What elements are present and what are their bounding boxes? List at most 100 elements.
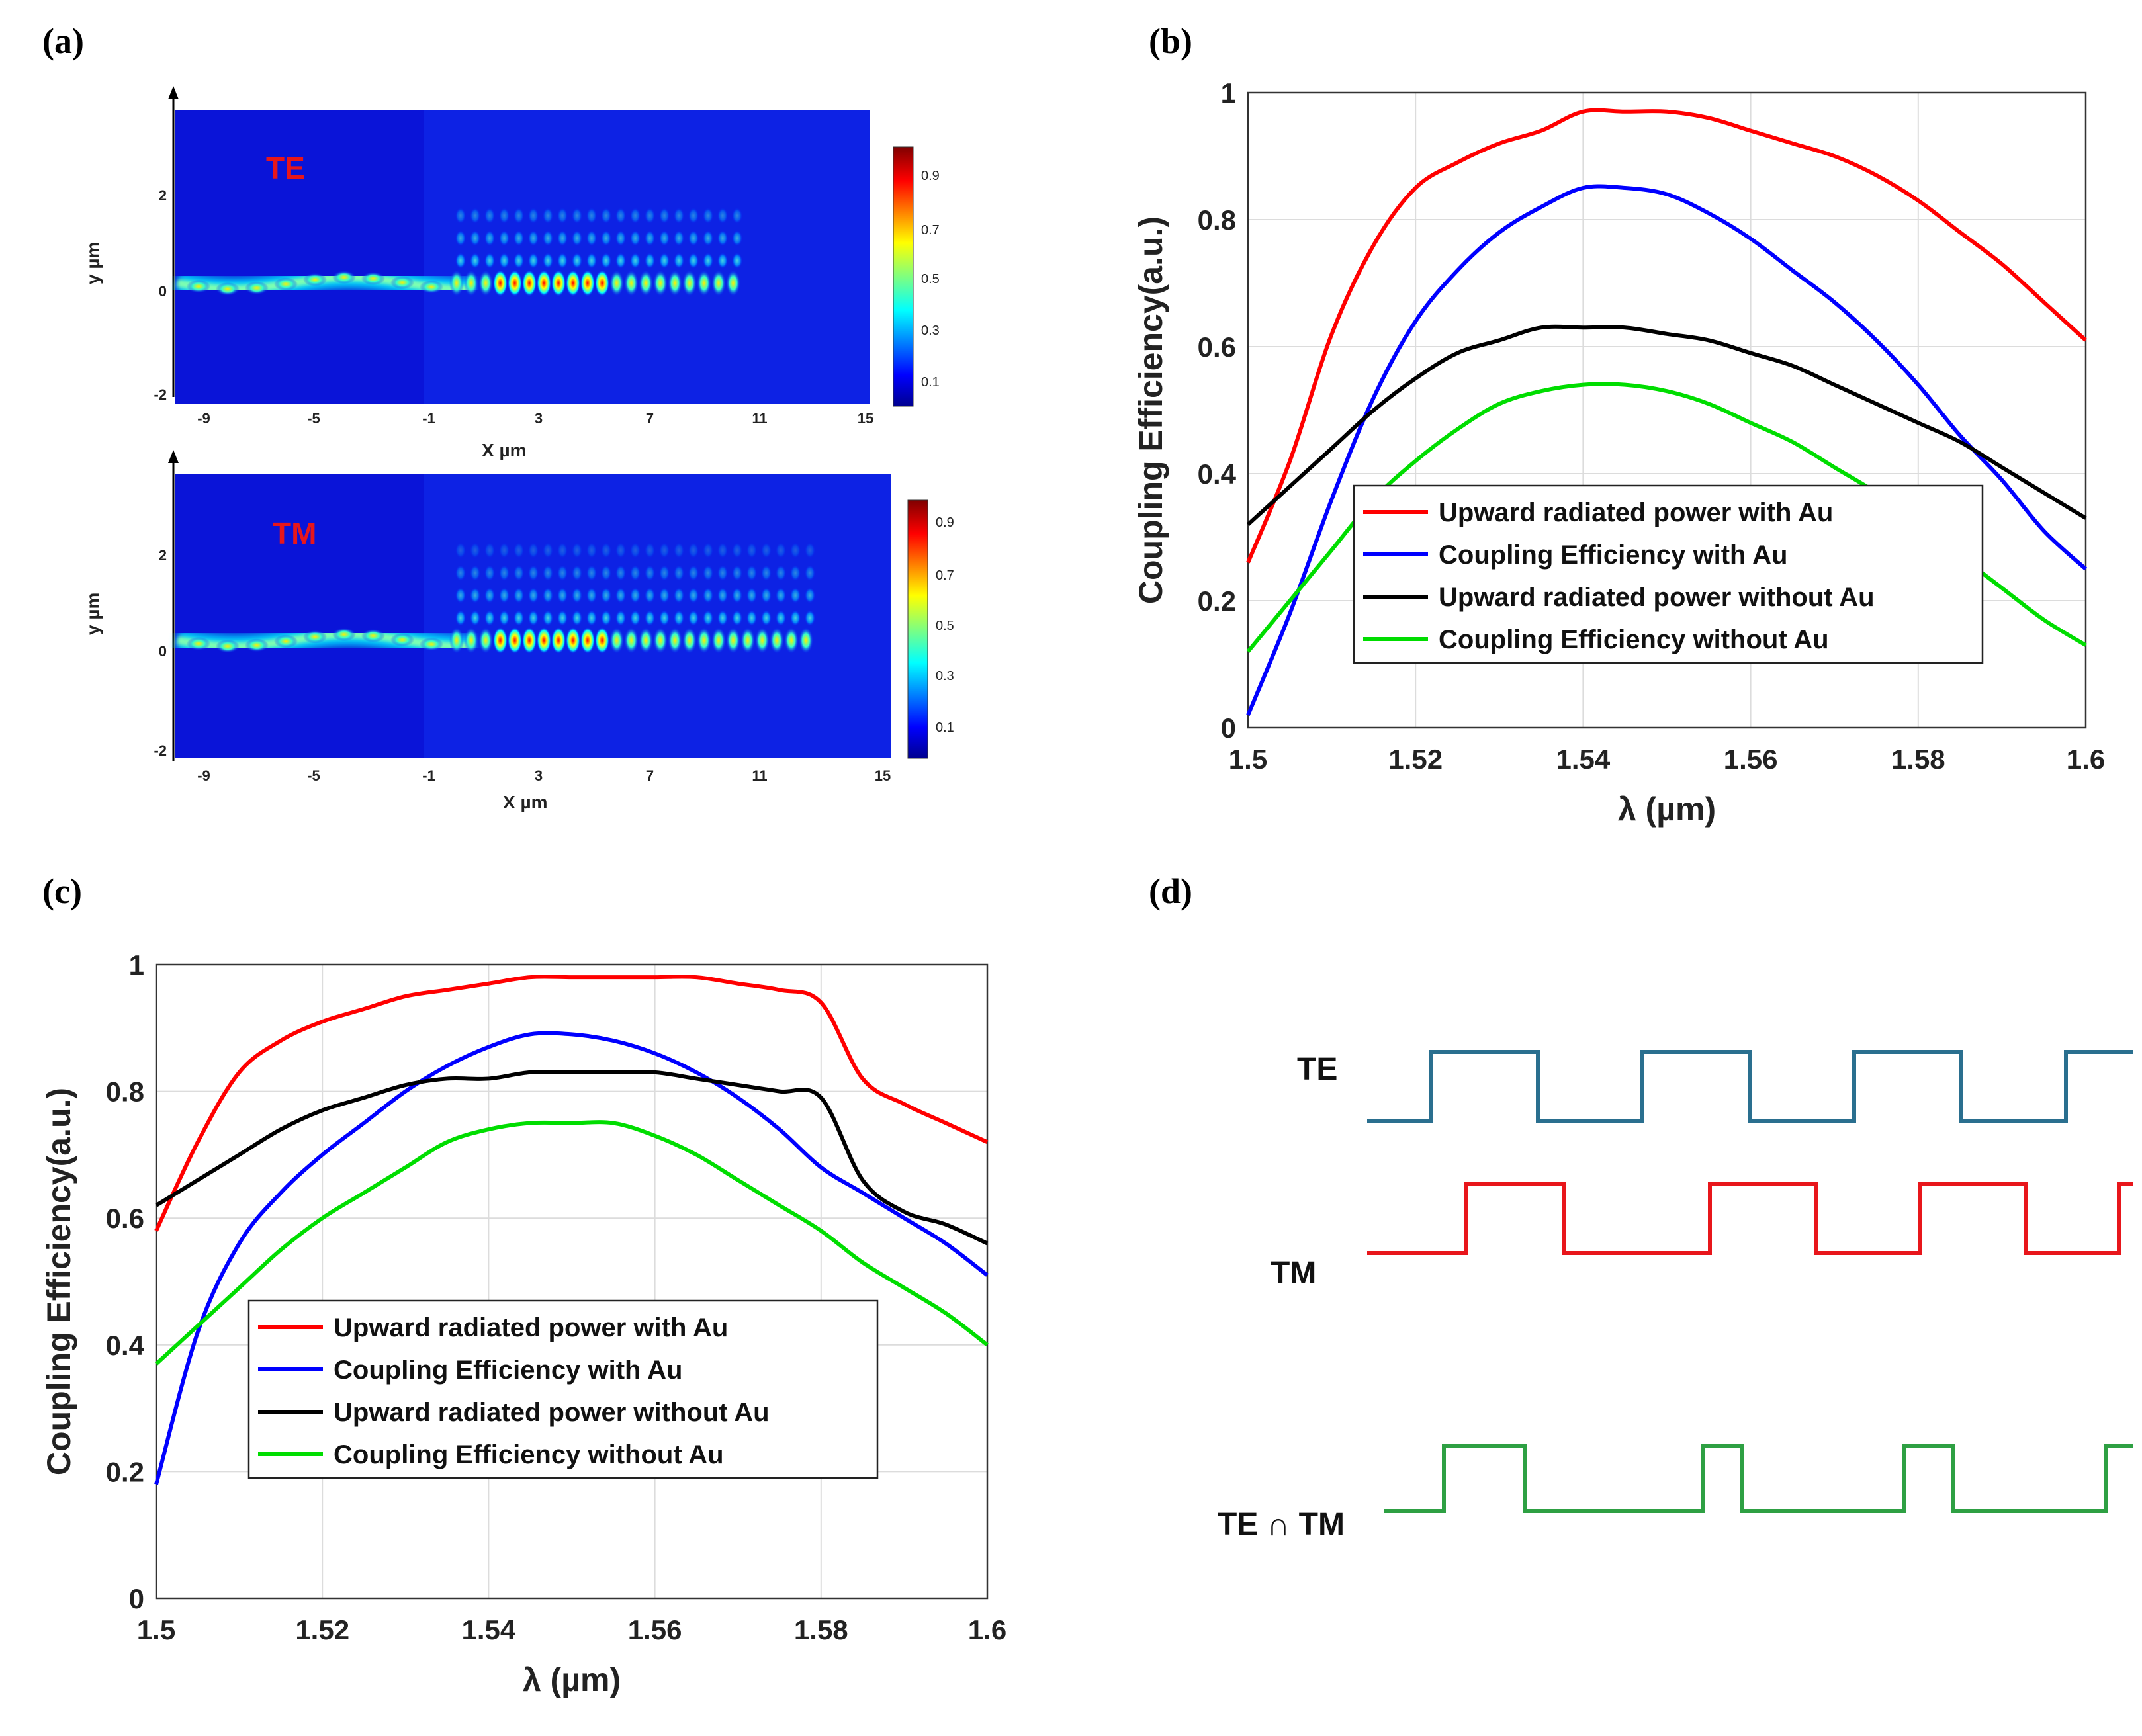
chart-c-x-axis-title: λ (µm) bbox=[523, 1661, 621, 1698]
te-radiated-spot bbox=[572, 230, 582, 246]
chart-b-x-tick-label: 1.52 bbox=[1388, 744, 1443, 775]
tm-radiated-spot bbox=[790, 610, 801, 626]
tm-radiated-spot bbox=[630, 565, 641, 581]
tm-x-ticks: -9 -5 -1 3 7 11 15 bbox=[197, 767, 891, 784]
te-field-marks bbox=[175, 208, 742, 301]
tm-radiated-spot bbox=[630, 610, 641, 626]
tm-radiated-spot bbox=[776, 565, 786, 581]
tm-x-tick-label: 3 bbox=[535, 767, 543, 784]
tm-grating-spot bbox=[784, 627, 799, 654]
te-grating-spot bbox=[624, 270, 639, 296]
te-guided-spot bbox=[420, 280, 443, 294]
te-grating-spot bbox=[653, 270, 668, 296]
te-x-tick-label: -5 bbox=[307, 410, 320, 427]
chart-c-x-tick-label: 1.6 bbox=[968, 1614, 1006, 1645]
te-radiated-spot bbox=[572, 208, 582, 224]
tm-radiated-spot bbox=[776, 610, 786, 626]
chart-c-y-axis-title: Coupling Efficiency(a.u.) bbox=[40, 1088, 77, 1475]
tm-radiated-spot bbox=[543, 610, 553, 626]
tm-radiated-spot bbox=[761, 542, 772, 558]
tm-radiated-spot bbox=[528, 587, 539, 603]
te-x-tick-label: 3 bbox=[535, 410, 543, 427]
tm-radiated-spot bbox=[615, 587, 626, 603]
te-radiated-spot bbox=[615, 253, 626, 269]
chart-b-y-axis-title: Coupling Efficiency(a.u.) bbox=[1132, 216, 1169, 604]
te-grating-spot bbox=[595, 270, 609, 296]
tm-radiated-spot bbox=[470, 587, 480, 603]
te-radiated-spot bbox=[455, 208, 466, 224]
chart-c-legend-entry: Coupling Efficiency with Au bbox=[334, 1356, 682, 1385]
tm-x-tick-label: 15 bbox=[875, 767, 891, 784]
te-grating-spot bbox=[522, 270, 537, 296]
tm-grating-spot bbox=[551, 627, 566, 654]
tm-radiated-spot bbox=[470, 565, 480, 581]
tm-colorbar-tick: 0.3 bbox=[936, 669, 954, 683]
te-colorbar bbox=[893, 146, 914, 407]
te-radiated-spot bbox=[674, 253, 684, 269]
tm-radiated-spot bbox=[717, 587, 728, 603]
tm-x-axis-label: X µm bbox=[503, 792, 547, 812]
te-y-tick-label: 2 bbox=[159, 187, 167, 204]
te-colorbar-tick: 0.3 bbox=[921, 324, 940, 338]
tm-radiated-spot bbox=[645, 587, 655, 603]
te-radiated-spot bbox=[528, 230, 539, 246]
tm-y-arrow bbox=[168, 450, 179, 463]
chart-b-legend bbox=[1353, 484, 1984, 664]
tm-radiated-spot bbox=[572, 587, 582, 603]
tm-radiated-spot bbox=[586, 610, 597, 626]
tm-radiated-spot bbox=[717, 542, 728, 558]
chart-b-y-tick-label: 0.2 bbox=[1198, 586, 1236, 617]
te-radiated-spot bbox=[601, 230, 611, 246]
te-colorbar-ticks: 0.9 0.7 0.5 0.3 0.1 bbox=[921, 169, 940, 390]
tm-radiated-spot bbox=[674, 542, 684, 558]
te-y-ticks: 2 0 -2 bbox=[154, 187, 167, 403]
chart-c-y-tick-label: 0.2 bbox=[106, 1456, 144, 1487]
tm-x-tick-label: -1 bbox=[422, 767, 435, 784]
tm-radiated-spot bbox=[645, 610, 655, 626]
te-radiated-spot bbox=[717, 253, 728, 269]
tm-grating-spot bbox=[580, 627, 595, 654]
te-grating-spot bbox=[493, 270, 508, 296]
tm-radiated-spot bbox=[746, 610, 757, 626]
tm-radiated-spot bbox=[776, 542, 786, 558]
tm-grating-spot bbox=[478, 627, 493, 654]
tm-radiated-spot bbox=[645, 542, 655, 558]
te-radiated-spot bbox=[484, 208, 495, 224]
chart-c-y-tick-label: 0 bbox=[129, 1583, 144, 1614]
tm-guided-spot bbox=[361, 629, 385, 642]
te-radiated-spot bbox=[470, 208, 480, 224]
tm-radiated-spot bbox=[543, 565, 553, 581]
te-radiated-spot bbox=[732, 208, 742, 224]
chart-b-x-tick-label: 1.58 bbox=[1891, 744, 1945, 775]
chart-c-series-3-line bbox=[155, 1070, 989, 1246]
tm-radiated-spot bbox=[732, 610, 742, 626]
te-radiated-spot bbox=[615, 208, 626, 224]
tm-radiated-spot bbox=[484, 587, 495, 603]
tm-y-axis-label: y µm bbox=[83, 593, 103, 635]
tm-radiated-spot bbox=[499, 565, 510, 581]
tm-radiated-spot bbox=[805, 587, 815, 603]
tm-radiated-spot bbox=[586, 565, 597, 581]
te-radiated-spot bbox=[470, 253, 480, 269]
chart-b-series-3-line bbox=[1246, 324, 2087, 527]
te-radiated-spot bbox=[732, 230, 742, 246]
tm-radiated-spot bbox=[805, 542, 815, 558]
panel-a-label: (a) bbox=[42, 21, 84, 61]
te-grating-spot bbox=[682, 270, 697, 296]
chart-c-legend-entry: Coupling Efficiency without Au bbox=[334, 1440, 724, 1469]
te-radiated-spot bbox=[455, 253, 466, 269]
tm-radiated-spot bbox=[717, 610, 728, 626]
te-radiated-spot bbox=[717, 208, 728, 224]
tm-grating-spot bbox=[449, 627, 464, 654]
te-colorbar-tick: 0.1 bbox=[921, 375, 940, 390]
te-radiated-spot bbox=[557, 230, 568, 246]
tm-radiated-spot bbox=[601, 542, 611, 558]
te-radiated-spot bbox=[674, 208, 684, 224]
tm-guided-spot bbox=[303, 630, 327, 644]
te-grating-spot bbox=[609, 270, 624, 296]
tm-radiated-spot bbox=[513, 542, 524, 558]
tm-grating-spot bbox=[566, 627, 580, 654]
tm-radiated-spot bbox=[543, 587, 553, 603]
chart-b-y-tick-label: 1 bbox=[1221, 77, 1236, 108]
chart-c-axes-frame bbox=[155, 963, 989, 1600]
